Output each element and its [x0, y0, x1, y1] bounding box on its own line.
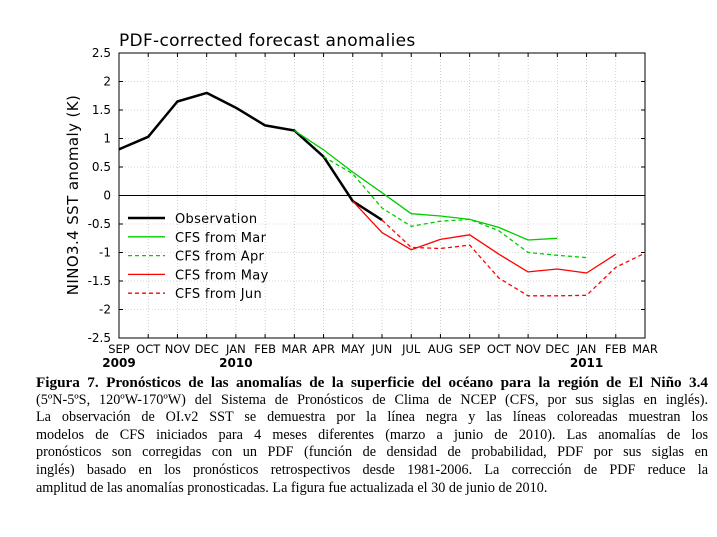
legend-label: CFS from Apr	[175, 250, 265, 265]
x-tick-label: SEP	[108, 342, 130, 356]
series-lines	[118, 91, 646, 297]
series-line-cfs-from-may	[352, 200, 617, 274]
y-tick-label: 0.5	[92, 160, 111, 174]
legend-label: CFS from May	[175, 268, 269, 283]
x-year-label: 2010	[219, 356, 252, 370]
x-tick-label: MAY	[341, 342, 366, 356]
legend: Observation CFS from Mar CFS from Apr CFS f…	[128, 212, 269, 302]
y-tick-label: -1	[99, 246, 111, 260]
y-tick-label: 0	[103, 189, 111, 203]
legend-label: CFS from Jun	[175, 287, 262, 302]
x-tick-label: DEC	[195, 342, 219, 356]
x-tick-label: JUN	[371, 342, 392, 356]
y-tick-label: 1	[103, 132, 111, 146]
x-tick-label: JAN	[576, 342, 597, 356]
legend-label: CFS from Mar	[175, 231, 267, 246]
x-tick-label: OCT	[487, 342, 512, 356]
x-tick-label: NOV	[165, 342, 190, 356]
x-axis-ticks: SEP OCT NOV DEC JAN FEB MAR APR MAY JUN JUL AUG SEP O…	[102, 53, 658, 370]
caption-line: inglés) basado en los pronósticos retros…	[36, 461, 708, 478]
y-axis-label: NINO3.4 SST anomaly (K)	[64, 95, 82, 296]
caption-line: pronósticos son corregidas con un PDF (f…	[36, 444, 708, 461]
x-tick-label: APR	[312, 342, 335, 356]
grid-lines	[119, 53, 645, 338]
y-tick-label: 1.5	[92, 103, 111, 117]
x-tick-label: SEP	[459, 342, 481, 356]
y-tick-label: -0.5	[88, 217, 111, 231]
x-year-label: 2009	[102, 356, 135, 370]
x-tick-label: AUG	[428, 342, 453, 356]
caption-line: modelos de CFS iniciados para 4 meses di…	[36, 426, 708, 443]
x-year-label: 2011	[570, 356, 603, 370]
caption-line: amplitud de las anomalías pronosticadas.…	[36, 479, 548, 496]
x-tick-label: OCT	[136, 342, 161, 356]
y-tick-label: 2	[103, 75, 111, 89]
x-tick-label: NOV	[515, 342, 540, 356]
series-line-observation	[118, 91, 383, 222]
y-tick-label: -1.5	[88, 274, 111, 288]
chart-title: PDF-corrected forecast anomalies	[119, 31, 416, 51]
legend-label: Observation	[175, 212, 257, 227]
x-tick-label: DEC	[545, 342, 569, 356]
caption-line: La observación de OI.v2 SST se demuestra…	[36, 409, 708, 426]
y-tick-label: -2.5	[88, 331, 111, 345]
x-tick-label: FEB	[605, 342, 627, 356]
series-line-cfs-from-mar	[293, 129, 558, 241]
y-tick-label: -2	[99, 303, 111, 317]
series-line-cfs-from-jun	[381, 219, 646, 297]
caption-line: (5ºN-5ºS, 120ºW-170ºW) del Sistema de Pr…	[36, 391, 708, 408]
series-line-cfs-from-apr	[323, 156, 587, 259]
figure-caption: Figura 7. Pronósticos de las anomalías d…	[36, 374, 708, 497]
x-tick-label: JUL	[401, 342, 421, 356]
y-tick-label: 2.5	[92, 46, 111, 60]
x-tick-label: FEB	[254, 342, 276, 356]
caption-line: Figura 7. Pronósticos de las anomalías d…	[36, 374, 708, 391]
x-tick-label: MAR	[632, 342, 658, 356]
y-axis-ticks: 2.5 2 1.5 1 0.5 0 -0.5 -1 -1.5 -2 -2.5	[88, 46, 645, 345]
x-tick-label: JAN	[225, 342, 246, 356]
x-tick-label: MAR	[281, 342, 307, 356]
